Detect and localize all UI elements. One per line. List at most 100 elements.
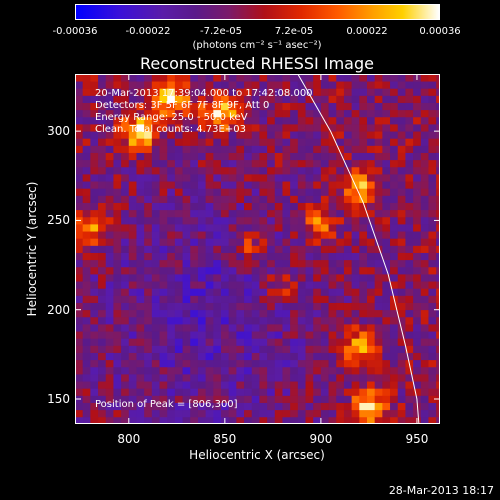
heatmap-cell <box>144 159 153 168</box>
heatmap-cell <box>336 345 345 353</box>
heatmap-cell <box>144 274 153 282</box>
heatmap-cell <box>90 295 99 303</box>
heatmap-cell <box>236 238 245 246</box>
heatmap-cell <box>251 166 260 175</box>
info-line-time: 20-Mar-2013 17:39:04.000 to 17:42:08.000 <box>95 88 313 99</box>
heatmap-cell <box>297 209 306 218</box>
heatmap-cell <box>413 331 422 339</box>
heatmap-cell <box>82 159 91 168</box>
heatmap-cell <box>267 188 276 196</box>
heatmap-cell <box>105 74 114 82</box>
heatmap-cell <box>151 259 160 268</box>
heatmap-cell <box>413 295 422 303</box>
heatmap-cell <box>159 338 168 346</box>
heatmap-cell <box>397 352 406 361</box>
heatmap-cell <box>105 245 114 253</box>
heatmap-cell <box>420 352 429 361</box>
heatmap-cell <box>336 124 345 132</box>
heatmap-cell <box>397 202 406 211</box>
heatmap-cell <box>436 331 440 339</box>
heatmap-cell <box>251 302 260 311</box>
heatmap-cell <box>267 109 276 118</box>
heatmap-cell <box>182 231 191 239</box>
heatmap-cell <box>82 409 91 418</box>
heatmap-cell <box>159 138 168 146</box>
heatmap-cell <box>343 288 353 296</box>
heatmap-cell <box>236 166 245 175</box>
heatmap-cell <box>336 281 345 289</box>
heatmap-cell <box>359 124 368 132</box>
heatmap-cell <box>90 266 99 275</box>
heatmap-cell <box>205 345 214 353</box>
heatmap-cell <box>405 74 414 82</box>
heatmap-cell <box>90 259 99 268</box>
heatmap-cell <box>320 138 329 146</box>
heatmap-cell <box>144 95 153 103</box>
heatmap-cell <box>259 109 268 118</box>
heatmap-cell <box>121 131 130 139</box>
heatmap-cell <box>105 195 114 203</box>
heatmap-cell <box>390 402 399 411</box>
heatmap-cell <box>190 95 199 103</box>
heatmap-cell <box>382 102 391 111</box>
heatmap-cell <box>282 131 291 139</box>
heatmap-cell <box>420 81 429 89</box>
heatmap-cell <box>105 295 114 303</box>
heatmap-cell <box>244 395 253 403</box>
heatmap-cell <box>305 366 314 375</box>
heatmap-cell <box>397 124 406 132</box>
heatmap-cell <box>405 224 414 232</box>
heatmap-cell <box>382 416 391 424</box>
heatmap-cell <box>159 295 168 303</box>
heatmap-cell <box>113 95 122 103</box>
heatmap-cell <box>213 238 222 246</box>
heatmap-cell <box>221 131 230 139</box>
heatmap-cell <box>75 359 84 368</box>
heatmap-cell <box>136 338 145 346</box>
heatmap-cell <box>197 102 207 111</box>
heatmap-cell <box>128 381 137 389</box>
heatmap-cell <box>297 245 306 253</box>
heatmap-cell <box>182 174 191 182</box>
heatmap-cell <box>113 174 122 182</box>
heatmap-cell <box>297 102 306 111</box>
heatmap-cell <box>374 224 383 232</box>
heatmap-cell <box>159 174 168 182</box>
heatmap-cell <box>328 359 337 368</box>
heatmap-cell <box>413 245 422 253</box>
heatmap-cell <box>174 95 183 103</box>
heatmap-cell <box>144 216 153 225</box>
heatmap-cell <box>267 209 276 218</box>
heatmap-cell <box>359 402 368 411</box>
heatmap-cell <box>374 124 383 132</box>
heatmap-cell <box>228 209 237 218</box>
heatmap-cell <box>320 259 329 268</box>
heatmap-cell <box>305 281 314 289</box>
heatmap-cell <box>82 338 91 346</box>
heatmap-cell <box>405 274 414 282</box>
heatmap-cell <box>305 259 314 268</box>
heatmap-cell <box>228 266 237 275</box>
heatmap-cell <box>351 174 360 182</box>
heatmap-cell <box>98 216 107 225</box>
heatmap-cell <box>251 102 260 111</box>
heatmap-cell <box>343 131 353 139</box>
heatmap-cell <box>182 416 191 424</box>
heatmap-cell <box>320 295 329 303</box>
heatmap-cell <box>374 331 383 339</box>
heatmap-cell <box>174 366 183 375</box>
heatmap-cell <box>167 302 176 311</box>
heatmap-cell <box>90 416 99 424</box>
heatmap-cell <box>336 245 345 253</box>
heatmap-cell <box>197 95 207 103</box>
heatmap-cell <box>336 302 345 311</box>
heatmap-cell <box>328 224 337 232</box>
heatmap-cell <box>351 188 360 196</box>
heatmap-cell <box>90 224 99 232</box>
heatmap-cell <box>205 252 214 261</box>
heatmap-cell <box>221 245 230 253</box>
heatmap-cell <box>359 131 368 139</box>
heatmap-cell <box>397 88 406 96</box>
heatmap-cell <box>282 259 291 268</box>
heatmap-cell <box>236 295 245 303</box>
